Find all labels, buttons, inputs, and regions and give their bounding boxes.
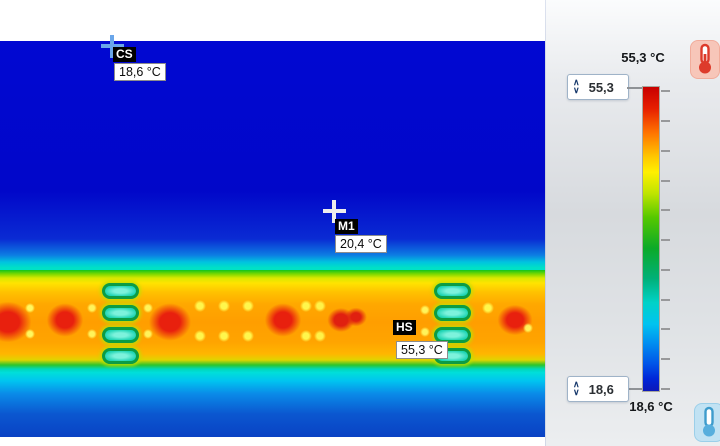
thermal-background-lower — [0, 372, 545, 437]
scale-min-label: 18,6 °C — [629, 399, 673, 414]
solder-pad — [434, 327, 471, 343]
max-temp-input[interactable]: 55,3 — [588, 79, 614, 95]
cs-marker-label[interactable]: CS — [113, 47, 136, 62]
solder-pad — [102, 305, 139, 321]
hs-marker-value[interactable]: 55,3 °C — [396, 341, 448, 359]
spin-down-icon[interactable]: ∨ — [573, 85, 580, 95]
scale-tick — [661, 388, 670, 390]
max-temp-spinner[interactable]: ∧ ∨ 55,3 — [567, 74, 629, 100]
scale-tick — [661, 328, 670, 330]
m1-marker-cross-icon[interactable] — [332, 200, 336, 223]
cs-marker-cross-icon[interactable] — [110, 35, 114, 58]
solder-pad — [434, 305, 471, 321]
spin-up-icon[interactable]: ∧ — [573, 379, 580, 389]
cs-marker-value[interactable]: 18,6 °C — [114, 63, 166, 81]
solder-pad — [434, 283, 471, 299]
spinner-arrows: ∧ ∨ — [573, 379, 580, 397]
scale-panel: 55,3 °C ∧ ∨ 55,3 ∧ ∨ 18,6 18 — [545, 0, 720, 446]
scale-tick — [661, 120, 670, 122]
m1-marker-value[interactable]: 20,4 °C — [335, 235, 387, 253]
scale-tick — [661, 239, 670, 241]
hot-thermometer-button[interactable] — [690, 40, 720, 79]
scale-tick — [661, 358, 670, 360]
cold-thermometer-button[interactable] — [694, 403, 720, 442]
hs-marker-label[interactable]: HS — [393, 320, 416, 335]
min-temp-input[interactable]: 18,6 — [588, 381, 614, 397]
scale-tick — [661, 180, 670, 182]
solder-pad — [102, 348, 139, 364]
solder-pad — [102, 327, 139, 343]
led-strip — [0, 270, 545, 372]
colorbar — [642, 86, 660, 392]
scale-tick — [661, 150, 670, 152]
scale-connector-line — [627, 87, 643, 89]
scale-tick — [661, 269, 670, 271]
cold-thermometer-icon — [703, 406, 715, 437]
scale-tick — [661, 209, 670, 211]
scale-tick — [661, 299, 670, 301]
scale-max-label: 55,3 °C — [621, 50, 665, 65]
solder-pad — [102, 283, 139, 299]
m1-marker-label[interactable]: M1 — [335, 219, 358, 234]
spin-down-icon[interactable]: ∨ — [573, 387, 580, 397]
spinner-arrows: ∧ ∨ — [573, 77, 580, 95]
min-temp-spinner[interactable]: ∧ ∨ 18,6 — [567, 376, 629, 402]
scale-connector-line — [627, 388, 643, 390]
spin-up-icon[interactable]: ∧ — [573, 77, 580, 87]
scale-tick — [661, 90, 670, 92]
thermal-image[interactable] — [0, 41, 545, 437]
hot-thermometer-icon — [699, 43, 711, 74]
